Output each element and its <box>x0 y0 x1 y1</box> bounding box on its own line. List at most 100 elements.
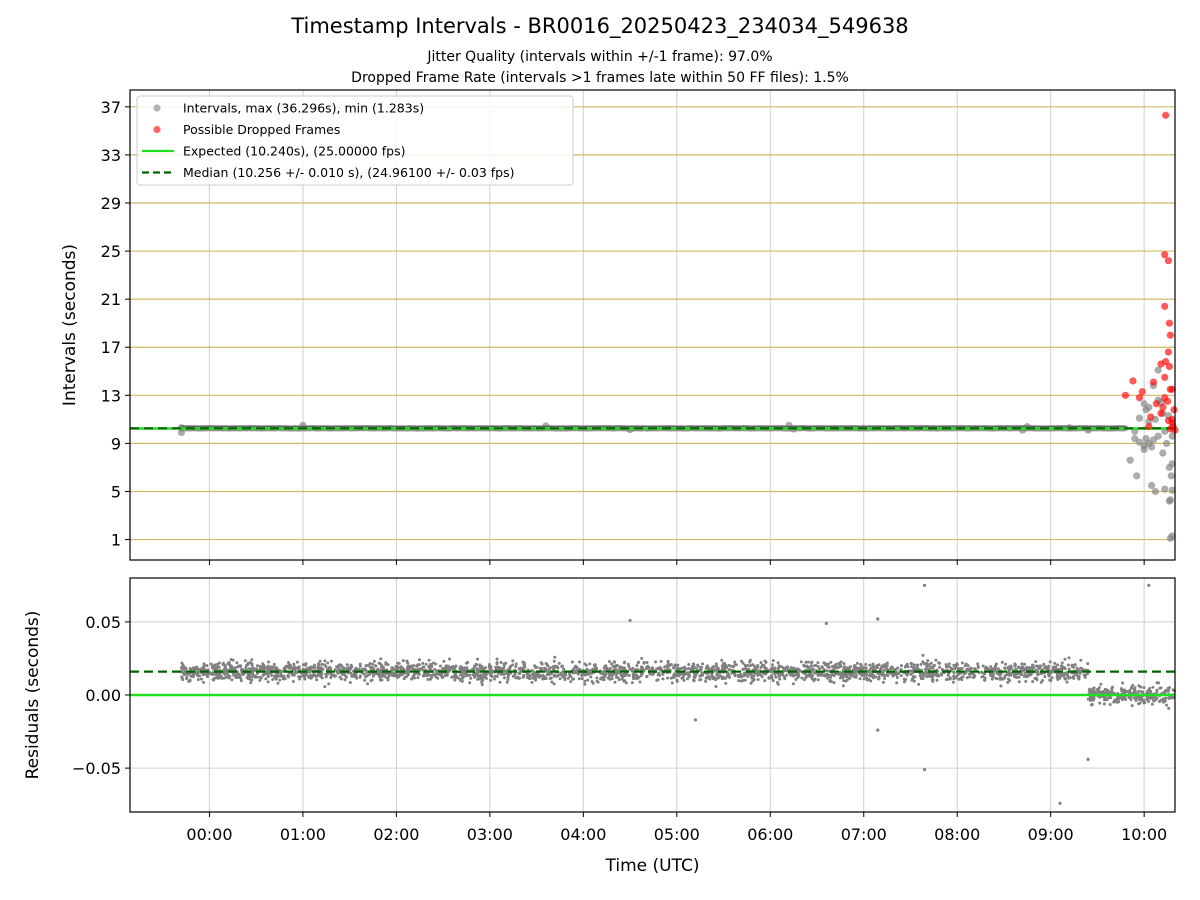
residual-point <box>292 665 296 669</box>
residual-point <box>263 672 267 676</box>
residual-point <box>784 673 788 677</box>
residual-point <box>477 669 481 673</box>
residual-point <box>966 664 970 668</box>
dropped-frame-point <box>1135 394 1144 402</box>
residual-point <box>1073 663 1077 667</box>
residual-point <box>715 673 719 677</box>
residual-point <box>748 672 752 676</box>
interval-point <box>1159 449 1167 457</box>
residual-point <box>316 666 320 670</box>
residual-point <box>973 667 977 671</box>
residual-point <box>855 661 859 665</box>
residual-point <box>770 666 774 670</box>
residual-point <box>1117 700 1121 704</box>
residual-point <box>655 667 659 671</box>
residual-point <box>348 680 352 684</box>
residual-point <box>881 670 885 674</box>
top-ytick-label-6: 25 <box>101 242 121 261</box>
residual-point <box>976 662 980 666</box>
residual-point <box>909 661 913 665</box>
residual-point <box>1082 673 1086 677</box>
residual-point <box>522 661 526 665</box>
residual-outlier <box>824 621 828 625</box>
residual-point <box>789 665 793 669</box>
residual-point <box>768 669 772 673</box>
residual-point <box>283 677 287 681</box>
xtick-label-5: 05:00 <box>654 825 700 844</box>
interval-point <box>1148 443 1156 451</box>
residual-point <box>1050 669 1054 673</box>
residual-point <box>1164 689 1168 693</box>
xtick-label-6: 06:00 <box>747 825 793 844</box>
residual-point <box>1019 666 1023 670</box>
residual-point <box>250 658 254 662</box>
residual-point <box>669 663 673 667</box>
residual-point <box>1009 672 1013 676</box>
residual-point <box>1019 673 1023 677</box>
dropped-frame-point <box>1166 331 1174 339</box>
interval-point <box>1166 534 1174 542</box>
residual-point <box>416 663 420 667</box>
residual-point <box>224 675 228 679</box>
residual-point <box>1164 696 1168 700</box>
residual-point <box>427 665 431 669</box>
residual-point <box>213 663 217 667</box>
residual-outlier <box>628 618 632 623</box>
residual-point <box>397 662 401 666</box>
residual-point <box>903 665 907 669</box>
residual-point <box>1137 684 1141 688</box>
residual-point <box>544 662 548 666</box>
residual-point <box>1146 695 1150 699</box>
residual-point <box>200 667 204 671</box>
residual-point <box>562 667 566 671</box>
residual-point <box>1004 662 1008 666</box>
dropped-frame-point <box>1165 319 1173 327</box>
residual-point <box>1127 695 1131 699</box>
residual-point <box>230 678 234 682</box>
residual-point <box>216 665 220 669</box>
residual-point <box>273 676 277 680</box>
residual-point <box>965 676 969 680</box>
residual-point <box>580 677 584 681</box>
interval-point <box>1135 438 1144 446</box>
residual-point <box>589 675 593 679</box>
residual-point <box>1075 673 1079 677</box>
residual-point <box>1036 670 1040 674</box>
residual-point <box>431 673 435 677</box>
residual-point <box>239 665 243 669</box>
residual-point <box>799 660 803 664</box>
residual-point <box>1121 681 1125 685</box>
residual-point <box>812 670 816 674</box>
residual-point <box>701 662 705 666</box>
dropped-frame-point <box>1168 385 1176 393</box>
residual-point <box>964 662 968 666</box>
residual-point <box>292 673 296 677</box>
residual-point <box>960 678 964 682</box>
residual-point <box>778 677 782 681</box>
top-ytick-label-2: 9 <box>111 434 121 453</box>
residual-point <box>853 666 857 670</box>
residual-point <box>934 658 938 662</box>
residual-point <box>692 675 696 679</box>
top-ytick-label-5: 21 <box>101 290 121 309</box>
residual-point <box>341 665 345 669</box>
residual-point <box>488 672 492 676</box>
residual-point <box>981 664 985 668</box>
residual-point <box>462 671 466 675</box>
residual-point <box>446 666 450 670</box>
residual-point <box>221 661 225 665</box>
residual-point <box>912 665 916 669</box>
residual-point <box>968 675 972 679</box>
residual-point <box>588 662 592 666</box>
residual-point <box>424 662 428 666</box>
residual-point <box>969 667 973 671</box>
residual-point <box>556 673 560 677</box>
residual-point <box>935 678 939 682</box>
residual-point <box>495 657 499 661</box>
residual-point <box>820 665 824 669</box>
residual-point <box>253 674 257 678</box>
residual-point <box>1038 666 1042 670</box>
jitter-quality-subtitle: Jitter Quality (intervals within +/-1 fr… <box>427 49 773 65</box>
residual-point <box>271 678 275 682</box>
